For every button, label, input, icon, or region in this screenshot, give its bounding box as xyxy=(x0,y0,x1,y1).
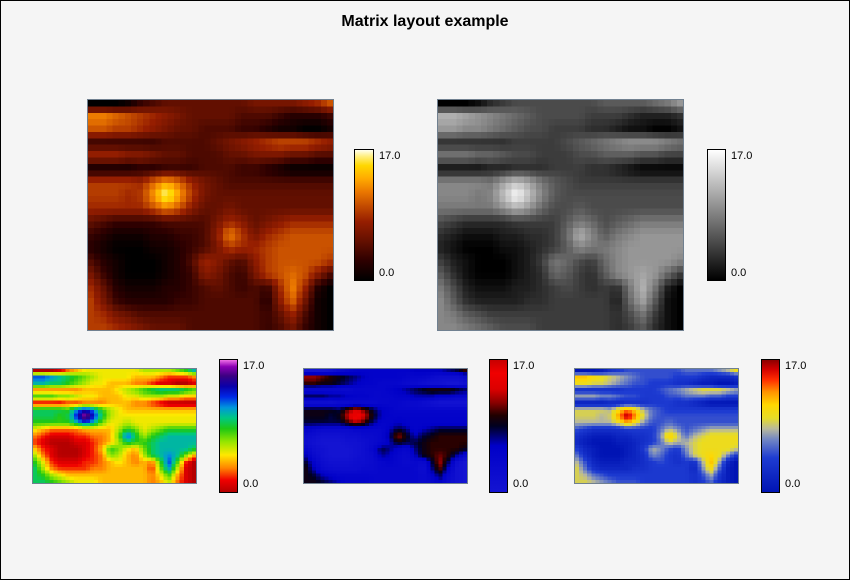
colorbar-heat xyxy=(354,149,374,281)
colorbar-grayscale xyxy=(707,149,726,281)
heatmap-blue-black-red-small xyxy=(303,368,468,484)
colorbar-gradient-grayscale xyxy=(708,150,725,280)
colorbar-max-label: 17.0 xyxy=(379,150,401,162)
colorbar-min-label: 0.0 xyxy=(379,267,395,279)
colorbar-max-label: 17.0 xyxy=(243,360,265,372)
colorbar-min-label: 0.0 xyxy=(785,478,801,490)
heatmap-blue-yellow-red-small xyxy=(574,368,739,484)
heatmap-heat-large xyxy=(87,99,334,331)
colorbar-min-label: 0.0 xyxy=(731,267,747,279)
colorbar-rainbow xyxy=(219,359,238,493)
heatmap-grayscale-large xyxy=(437,99,684,331)
colorbar-min-label: 0.0 xyxy=(513,478,529,490)
colorbar-gradient-heat xyxy=(355,150,373,280)
colorbar-min-label: 0.0 xyxy=(243,478,259,490)
colorbar-max-label: 17.0 xyxy=(785,360,807,372)
colorbar-blue-black-red xyxy=(489,359,508,493)
colorbar-max-label: 17.0 xyxy=(731,150,753,162)
colorbar-gradient-blue-black-red xyxy=(490,360,507,492)
colorbar-blue-yellow-red xyxy=(761,359,780,493)
colorbar-gradient-blue-yellow-red xyxy=(762,360,779,492)
chart-title: Matrix layout example xyxy=(341,13,509,30)
heatmap-rainbow-small xyxy=(32,368,197,484)
colorbar-max-label: 17.0 xyxy=(513,360,535,372)
colorbar-gradient-rainbow xyxy=(220,360,237,492)
